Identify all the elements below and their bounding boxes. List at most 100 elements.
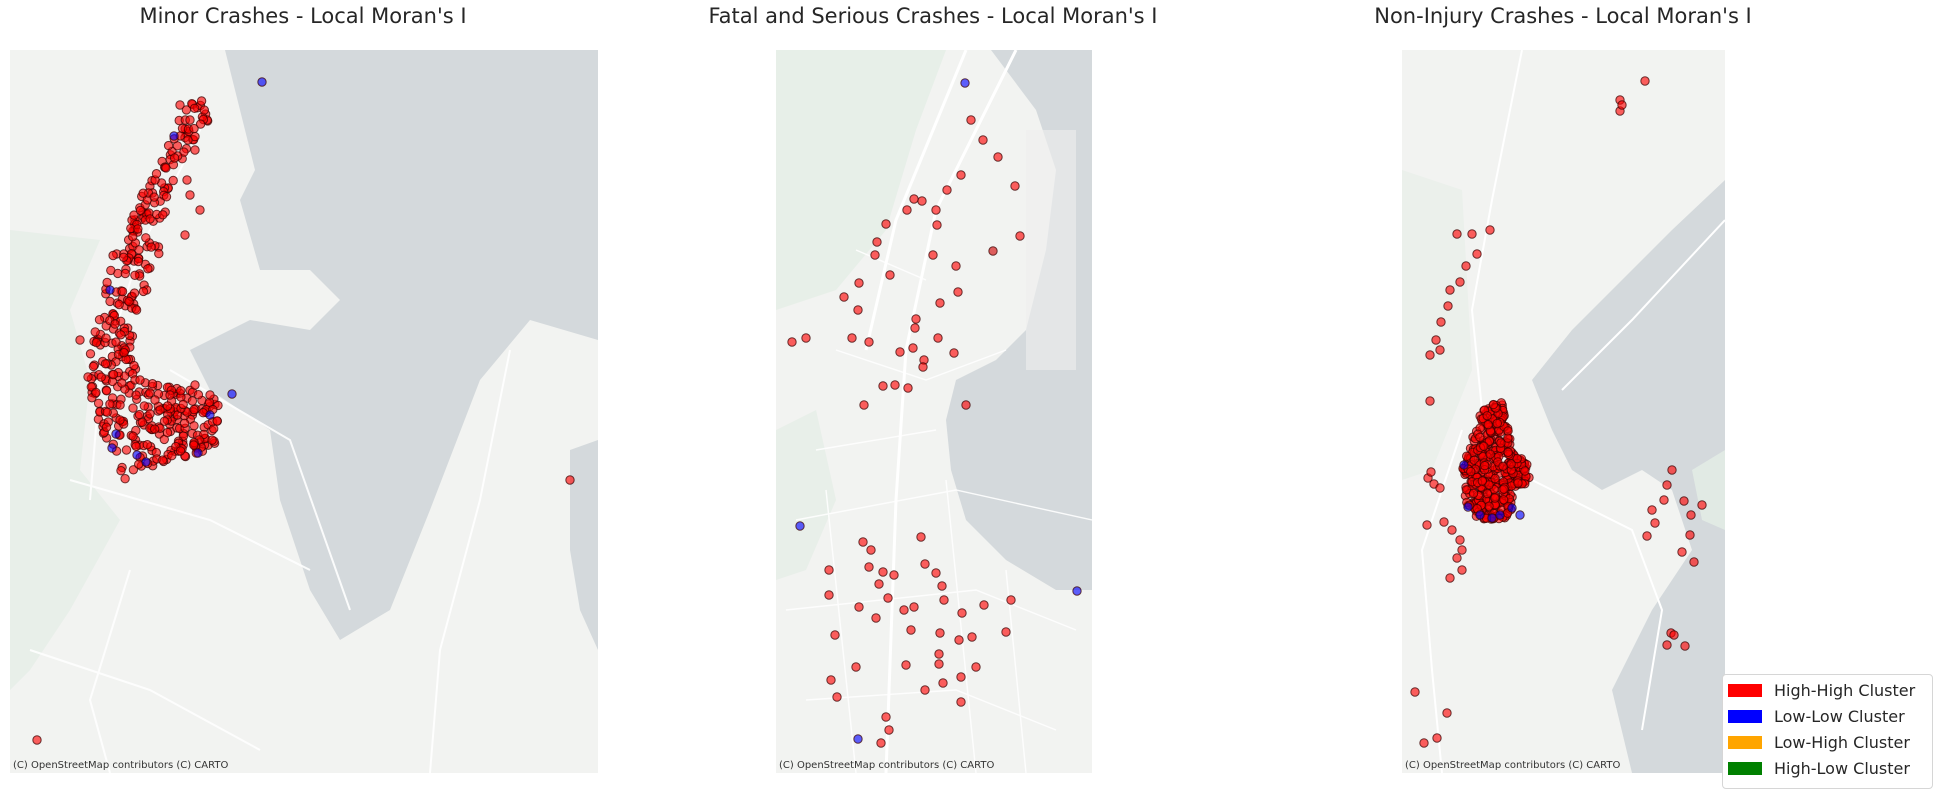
map-fatal-serious-crashes[interactable]: (C) OpenStreetMap contributors (C) CARTO — [776, 50, 1092, 773]
crash-point-low-low — [1072, 586, 1082, 596]
crash-point-high-high — [871, 613, 881, 623]
crash-point-high-high — [1435, 483, 1445, 493]
crash-point-high-high — [90, 327, 100, 337]
crash-point-low-low — [132, 450, 142, 460]
crash-point-high-high — [956, 170, 966, 180]
crash-point-high-high — [131, 390, 141, 400]
crash-point-high-high — [195, 119, 206, 129]
crash-point-high-high — [1485, 225, 1495, 235]
basemap-non-injury — [1402, 50, 1725, 773]
crash-point-high-high — [1442, 708, 1452, 718]
crash-point-high-high — [933, 333, 943, 343]
crash-point-high-high — [179, 418, 190, 428]
crash-point-high-high — [1496, 438, 1506, 448]
crash-point-high-high — [133, 256, 144, 267]
crash-point-high-high — [854, 278, 864, 288]
crash-point-high-high — [931, 568, 941, 578]
crash-point-high-high — [1686, 510, 1696, 520]
crash-point-high-high — [1669, 630, 1679, 640]
crash-point-high-high — [1457, 545, 1467, 555]
crash-point-high-high — [787, 337, 797, 347]
crash-point-high-high — [1689, 557, 1699, 567]
crash-point-high-high — [826, 675, 836, 685]
crash-point-high-high — [881, 219, 891, 229]
crash-point-high-high — [1484, 501, 1494, 511]
crash-point-high-high — [847, 333, 857, 343]
crash-point-high-high — [175, 446, 186, 456]
crash-point-high-high — [101, 333, 111, 343]
map-attribution: (C) OpenStreetMap contributors (C) CARTO — [779, 760, 995, 771]
legend-swatch-low-high — [1728, 735, 1762, 749]
legend-label: High-High Cluster — [1774, 680, 1916, 700]
legend-swatch-low-low — [1728, 709, 1762, 723]
crash-point-high-high — [1425, 396, 1435, 406]
crash-point-high-high — [182, 175, 192, 185]
crash-point-high-high — [129, 288, 140, 298]
crash-point-high-high — [1512, 453, 1522, 464]
crash-point-high-high — [1520, 466, 1530, 476]
crash-point-high-high — [1697, 500, 1707, 510]
crash-point-high-high — [129, 210, 139, 220]
crash-point-high-high — [91, 387, 101, 398]
crash-point-high-high — [909, 602, 919, 612]
map-minor-crashes[interactable]: (C) OpenStreetMap contributors (C) CARTO — [10, 50, 598, 773]
crash-point-high-high — [949, 348, 959, 358]
crash-point-high-high — [110, 319, 120, 329]
crash-point-high-high — [121, 445, 132, 455]
crash-point-high-high — [1647, 505, 1657, 515]
crash-point-high-high — [1503, 447, 1513, 457]
crash-point-high-high — [96, 372, 106, 382]
map-non-injury-crashes[interactable]: (C) OpenStreetMap contributors (C) CARTO — [1402, 50, 1725, 773]
crash-point-high-high — [801, 333, 811, 343]
crash-point-high-high — [175, 100, 185, 110]
crash-point-high-high — [193, 390, 204, 400]
crash-point-high-high — [105, 399, 115, 409]
crash-point-high-high — [117, 378, 127, 388]
crash-point-high-high — [883, 593, 893, 603]
crash-point-high-high — [150, 424, 160, 434]
crash-point-high-high — [145, 409, 155, 419]
crash-point-high-high — [138, 188, 148, 198]
crash-point-high-high — [993, 152, 1003, 162]
legend-label: Low-High Cluster — [1774, 732, 1910, 752]
crash-point-high-high — [1461, 451, 1472, 461]
crash-point-high-high — [1498, 461, 1508, 471]
crash-point-high-high — [1006, 595, 1016, 605]
crash-point-low-low — [1487, 513, 1497, 523]
crash-point-high-high — [565, 475, 575, 485]
crash-point-low-low — [227, 389, 237, 399]
crash-point-high-high — [1506, 459, 1516, 469]
crash-point-high-high — [1443, 301, 1453, 311]
crash-point-high-high — [1485, 449, 1495, 459]
crash-point-high-high — [131, 441, 141, 451]
crash-point-high-high — [128, 431, 138, 441]
crash-point-high-high — [942, 185, 952, 195]
crash-point-high-high — [146, 242, 156, 252]
legend-swatch-high-low — [1728, 761, 1762, 775]
crash-point-low-low — [141, 457, 151, 467]
crash-point-high-high — [167, 451, 177, 461]
crash-point-high-high — [934, 649, 944, 659]
crash-point-high-high — [1447, 525, 1457, 535]
crash-point-high-high — [130, 270, 140, 281]
crash-point-high-high — [111, 337, 121, 347]
crash-point-high-high — [147, 379, 158, 389]
crash-point-high-high — [899, 605, 909, 615]
legend-label: High-Low Cluster — [1774, 758, 1910, 778]
crash-point-high-high — [1436, 317, 1446, 327]
crash-point-high-high — [957, 608, 967, 618]
crash-point-high-high — [911, 314, 921, 324]
crash-point-high-high — [1010, 181, 1020, 191]
crash-point-high-high — [163, 140, 174, 151]
crash-point-high-high — [872, 237, 882, 247]
crash-point-low-low — [111, 429, 121, 439]
crash-point-low-low — [107, 443, 117, 453]
crash-point-high-high — [1452, 553, 1462, 563]
crash-point-high-high — [150, 395, 160, 405]
crash-point-low-low — [257, 77, 267, 87]
crash-point-high-high — [101, 386, 112, 396]
crash-point-high-high — [120, 474, 130, 484]
crash-point-high-high — [162, 401, 173, 411]
crash-point-low-low — [853, 734, 863, 744]
crash-point-high-high — [928, 250, 938, 260]
